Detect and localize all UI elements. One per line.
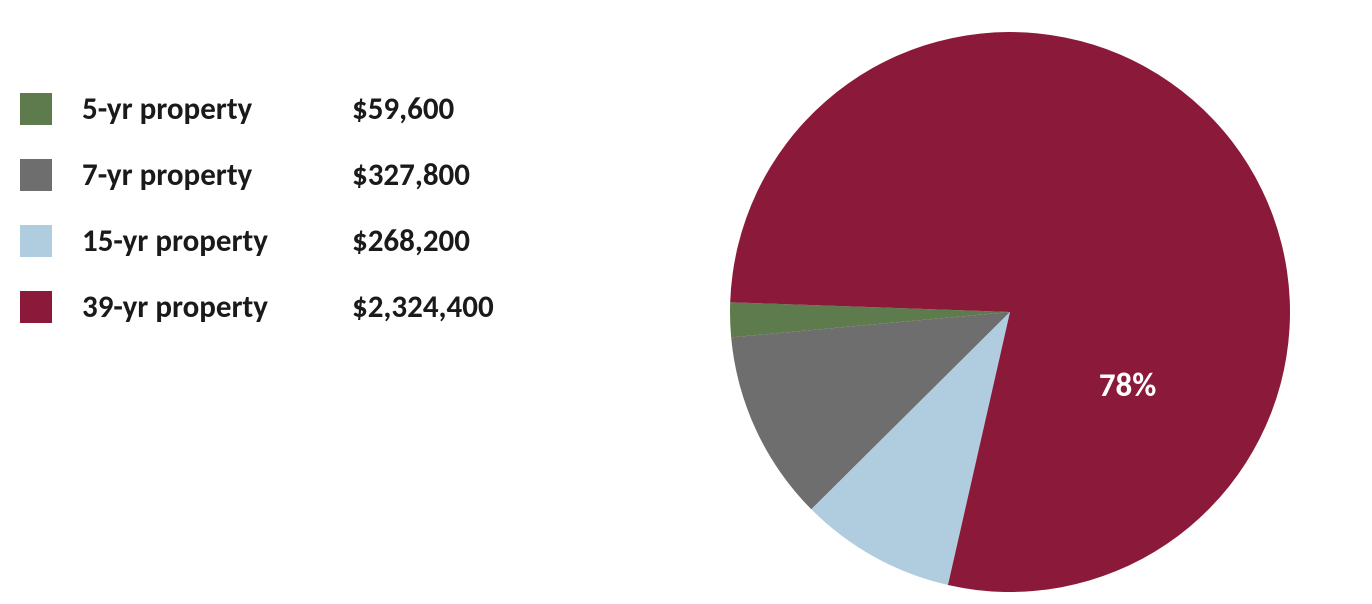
legend-label: 5-yr property (82, 90, 352, 128)
legend-swatch (20, 291, 52, 323)
legend-value: $2,324,400 (352, 288, 494, 326)
legend-row: 15-yr property$268,200 (20, 222, 620, 260)
pie-chart-area: 2%11%9%78% (620, 0, 1372, 604)
legend-row: 39-yr property$2,324,400 (20, 288, 620, 326)
legend-value: $327,800 (352, 156, 470, 194)
legend-row: 7-yr property$327,800 (20, 156, 620, 194)
legend-swatch (20, 225, 52, 257)
legend-value: $59,600 (352, 90, 454, 128)
legend-value: $268,200 (352, 222, 470, 260)
chart-container: 5-yr property$59,6007-yr property$327,80… (0, 0, 1372, 604)
legend-label: 15-yr property (82, 222, 352, 260)
pie-chart-svg: 2%11%9%78% (670, 22, 1370, 602)
legend-swatch (20, 93, 52, 125)
legend-label: 7-yr property (82, 156, 352, 194)
legend: 5-yr property$59,6007-yr property$327,80… (0, 0, 620, 354)
legend-swatch (20, 159, 52, 191)
legend-label: 39-yr property (82, 288, 352, 326)
legend-row: 5-yr property$59,600 (20, 90, 620, 128)
pie-slice-label: 78% (1099, 365, 1157, 405)
